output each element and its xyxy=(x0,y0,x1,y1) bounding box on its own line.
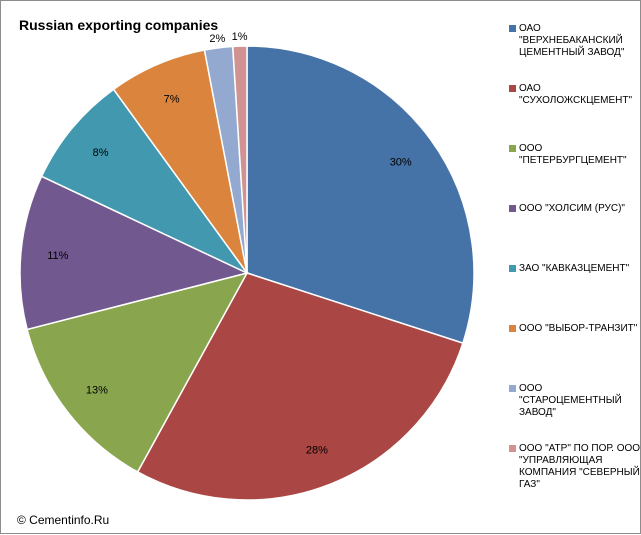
legend-label: ООО "ВЫБОР-ТРАНЗИТ" xyxy=(519,323,638,334)
legend-swatch xyxy=(509,145,516,152)
pie-slice-8 xyxy=(231,45,248,274)
legend-swatch xyxy=(509,85,516,92)
legend-swatch xyxy=(509,265,516,272)
data-label-8: 1% xyxy=(232,31,248,43)
legend-label: ООО "АТР" ПО ПОР. ООО "УПРАВЛЯЮЩАЯ КОМПА… xyxy=(519,443,641,490)
pie-slice-4 xyxy=(19,175,250,331)
legend-label: ОАО "ВЕРХНЕБАКАНСКИЙ ЦЕМЕНТНЫЙ ЗАВОД" xyxy=(519,23,625,58)
chart-title: Russian exporting companies xyxy=(19,17,219,33)
data-label-1: 30% xyxy=(390,156,412,168)
data-label-4: 11% xyxy=(47,250,68,262)
data-label-6: 7% xyxy=(164,94,180,106)
copyright-text: © Cementinfo.Ru xyxy=(17,513,110,527)
pie-slice-2 xyxy=(136,272,464,501)
pie-slice-1 xyxy=(246,45,475,345)
legend-swatch xyxy=(509,205,516,212)
pie-slice-3 xyxy=(26,271,249,473)
data-label-7: 2% xyxy=(209,33,225,45)
legend-label: ООО "СТАРОЦЕМЕНТНЫЙ ЗАВОД" xyxy=(519,383,622,418)
legend-label: ЗАО "КАВКАЗЦЕМЕНТ" xyxy=(519,263,630,274)
legend-swatch xyxy=(509,325,516,332)
data-label-2: 28% xyxy=(306,445,328,457)
legend-swatch xyxy=(509,385,516,392)
legend-swatch xyxy=(509,445,516,452)
legend-label: ОАО "СУХОЛОЖСКЦЕМЕНТ" xyxy=(519,83,633,106)
data-label-3: 13% xyxy=(86,384,108,396)
data-label-5: 8% xyxy=(93,147,109,159)
legend-label: ООО "ПЕТЕРБУРГЦЕМЕНТ" xyxy=(519,143,627,166)
pie-slice-5 xyxy=(40,88,248,274)
legend-label: ООО "ХОЛСИМ (РУС)" xyxy=(519,203,625,214)
legend-swatch xyxy=(509,25,516,32)
